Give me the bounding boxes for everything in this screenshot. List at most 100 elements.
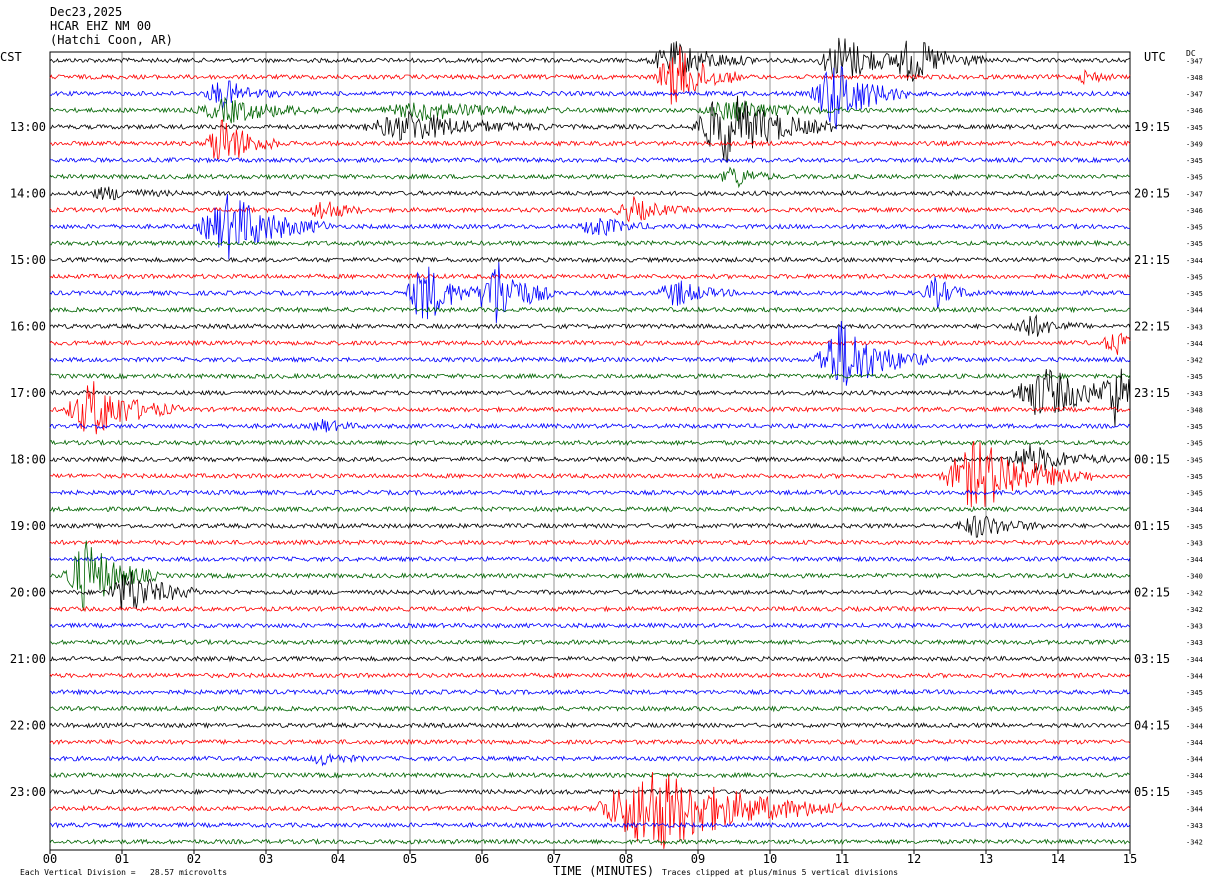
trace-line-40 — [49, 721, 1131, 729]
trace-line-17 — [49, 332, 1131, 355]
left-hour-label: 16:00 — [10, 319, 46, 333]
plot-frame — [49, 51, 1131, 851]
dc-offset-label: -344 — [1186, 307, 1203, 315]
x-tick-label: 05 — [403, 852, 417, 866]
right-hour-label: 04:15 — [1134, 718, 1170, 732]
trace-line-12 — [49, 256, 1131, 264]
left-hour-label: 20:00 — [10, 585, 46, 599]
trace-line-26 — [49, 489, 1131, 496]
trace-line-5 — [49, 119, 1131, 161]
trace-line-47 — [49, 838, 1131, 846]
dc-offset-label: -345 — [1186, 174, 1203, 182]
left-hour-label: 18:00 — [10, 452, 46, 466]
trace-line-24 — [49, 444, 1131, 473]
dc-offset-label: -349 — [1186, 140, 1203, 148]
left-hour-label: 21:00 — [10, 652, 46, 666]
trace-line-35 — [49, 638, 1131, 646]
x-tick-label: 13 — [979, 852, 993, 866]
trace-line-33 — [49, 605, 1131, 613]
dc-offset-label: -344 — [1186, 672, 1203, 680]
trace-line-9 — [49, 196, 1131, 223]
left-hour-label: 15:00 — [10, 253, 46, 267]
location-label: (Hatchi Coon, AR) — [50, 33, 173, 47]
left-hour-label: 22:00 — [10, 718, 46, 732]
dc-offset-label: -345 — [1186, 157, 1203, 165]
trace-line-2 — [49, 65, 1131, 130]
trace-line-37 — [49, 672, 1131, 679]
dc-offset-label: -343 — [1186, 623, 1203, 631]
right-timezone-label: UTC — [1144, 50, 1166, 64]
dc-offset-label: -343 — [1186, 822, 1203, 830]
dc-offset-label: -345 — [1186, 224, 1203, 232]
dc-offset-label: -345 — [1186, 273, 1203, 281]
right-hour-label: 23:15 — [1134, 386, 1170, 400]
dc-offset-label: -345 — [1186, 706, 1203, 714]
trace-line-20 — [49, 368, 1131, 428]
scale-note: Each Vertical Division = 28.57 microvolt… — [20, 868, 228, 877]
right-hour-label: 21:15 — [1134, 253, 1170, 267]
dc-offset-label: -345 — [1186, 789, 1203, 797]
dc-offset-label: -344 — [1186, 257, 1203, 265]
dc-offset-label: -347 — [1186, 190, 1203, 198]
x-tick-label: 03 — [259, 852, 273, 866]
dc-offset-label: -346 — [1186, 207, 1203, 215]
right-hour-label: 19:15 — [1134, 120, 1170, 134]
trace-line-32 — [49, 571, 1131, 611]
trace-line-30 — [49, 555, 1131, 563]
dc-offset-label: -342 — [1186, 839, 1203, 847]
dc-offset-label: -343 — [1186, 539, 1203, 547]
dc-offset-label: -347 — [1186, 57, 1203, 65]
dc-offset-label: -345 — [1186, 124, 1203, 132]
station-label: HCAR EHZ NM 00 — [50, 19, 152, 33]
x-tick-label: 02 — [187, 852, 201, 866]
x-tick-label: 15 — [1123, 852, 1137, 866]
trace-line-18 — [49, 320, 1131, 386]
x-axis-title: TIME (MINUTES) — [553, 864, 655, 878]
left-hour-label: 17:00 — [10, 386, 46, 400]
right-hour-label: 20:15 — [1134, 186, 1170, 200]
x-tick-label: 10 — [763, 852, 777, 866]
trace-line-0 — [49, 37, 1131, 82]
dc-offset-label: -345 — [1186, 523, 1203, 531]
dc-offset-label: -344 — [1186, 722, 1203, 730]
right-hour-label: 02:15 — [1134, 585, 1170, 599]
trace-line-13 — [49, 272, 1131, 280]
trace-line-31 — [49, 540, 1131, 611]
trace-line-14 — [49, 262, 1131, 324]
trace-line-3 — [49, 96, 1131, 124]
x-tick-label: 09 — [691, 852, 705, 866]
x-tick-label: 00 — [43, 852, 57, 866]
date-label: Dec23,2025 — [50, 5, 123, 19]
dc-offset-label: -344 — [1186, 805, 1203, 813]
trace-line-46 — [49, 821, 1131, 829]
trace-line-34 — [49, 622, 1131, 629]
x-tick-label: 14 — [1051, 852, 1065, 866]
dc-offset-label: -344 — [1186, 772, 1203, 780]
dc-offset-label: -344 — [1186, 506, 1203, 514]
dc-offset-label: -348 — [1186, 74, 1203, 82]
trace-line-23 — [49, 439, 1131, 447]
trace-line-16 — [49, 314, 1131, 337]
trace-line-29 — [49, 539, 1131, 546]
left-hour-label: 14:00 — [10, 186, 46, 200]
x-tick-label: 07 — [547, 852, 561, 866]
dc-offset-label: -346 — [1186, 107, 1203, 115]
left-hour-label: 13:00 — [10, 120, 46, 134]
dc-offset-label: -345 — [1186, 456, 1203, 464]
dc-offset-label: -344 — [1186, 756, 1203, 764]
dc-offset-label: -343 — [1186, 390, 1203, 398]
trace-line-21 — [49, 381, 1131, 435]
trace-line-43 — [49, 771, 1131, 779]
trace-line-39 — [49, 705, 1131, 713]
right-hour-label: 05:15 — [1134, 785, 1170, 799]
clip-note: Traces clipped at plus/minus 5 vertical … — [662, 868, 899, 877]
trace-line-1 — [49, 46, 1131, 105]
trace-line-27 — [49, 505, 1131, 513]
trace-line-8 — [49, 186, 1131, 201]
right-hour-label: 00:15 — [1134, 452, 1170, 466]
dc-offset-label: -344 — [1186, 340, 1203, 348]
trace-line-22 — [49, 419, 1131, 433]
dc-offset-label: -344 — [1186, 739, 1203, 747]
dc-offset-label: -345 — [1186, 490, 1203, 498]
